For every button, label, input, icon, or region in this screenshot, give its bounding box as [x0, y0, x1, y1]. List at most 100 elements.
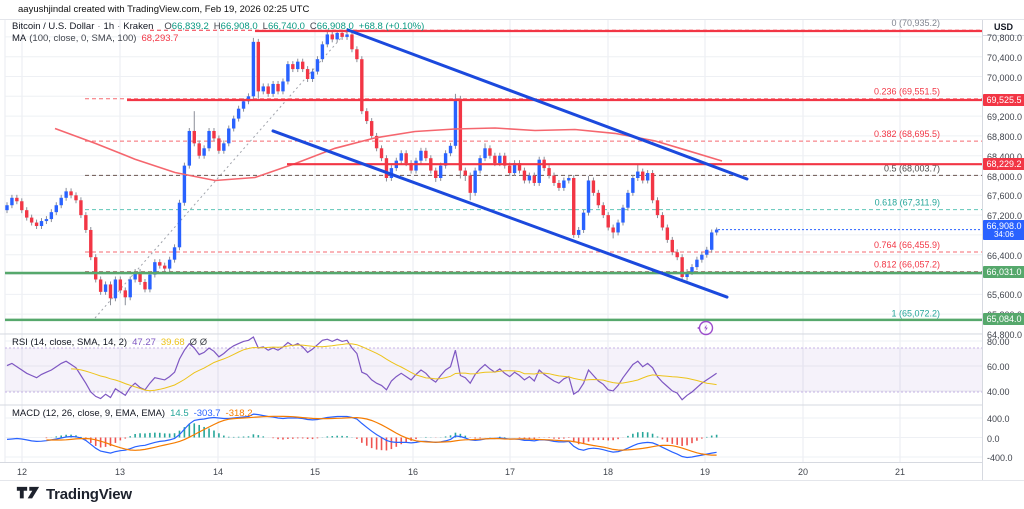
candle-body — [310, 71, 315, 79]
candle-body — [493, 155, 497, 164]
candle-body — [167, 259, 172, 269]
time-axis-label: 12 — [16, 467, 28, 477]
ma-indicator-row[interactable]: MA (100, close, 0, SMA, 100) 68,293.7 — [12, 33, 424, 45]
fib-level-label: 1 (65,072.2) — [891, 308, 940, 318]
candle-body — [148, 274, 152, 290]
candle-body — [611, 227, 615, 233]
candle-body — [369, 121, 374, 136]
candle-body — [197, 143, 201, 156]
time-axis[interactable]: 12 13 14 15 16 17 18 19 20 21 — [0, 462, 982, 481]
candle-body — [488, 148, 492, 156]
candle-body — [512, 163, 517, 174]
candle-body — [355, 49, 359, 60]
interval-label: 1h — [103, 21, 115, 32]
candle-body — [276, 83, 280, 92]
candle-body — [261, 86, 265, 92]
candle-body — [631, 177, 635, 193]
candle-body — [365, 111, 369, 122]
candle-body — [650, 173, 655, 201]
tradingview-logo-icon — [16, 483, 40, 506]
macd-legend[interactable]: MACD (12, 26, close, 9, EMA, EMA) 14.5 -30… — [12, 408, 252, 419]
candle-body — [128, 279, 132, 298]
candle-body — [527, 175, 532, 181]
symbol-row[interactable]: Bitcoin / U.S. Dollar · 1h · Kraken O66,839.2… — [12, 21, 424, 33]
rsi-line — [6, 336, 717, 401]
candle-body — [384, 158, 389, 178]
candle-body — [153, 262, 157, 275]
ma-value: 68,293.7 — [141, 33, 179, 44]
price-badge: 65,084.0 — [983, 313, 1024, 326]
candle-body — [483, 148, 487, 159]
candle-body — [345, 34, 349, 37]
candle-body — [581, 212, 586, 230]
separator-dot: · — [97, 21, 101, 32]
time-axis-label: 19 — [699, 467, 711, 477]
time-axis-label: 17 — [504, 467, 516, 477]
candle-body — [64, 191, 68, 198]
price-axis[interactable]: USD 70,800.0 70,400.0 70,000.0 69,200.0 68,8… — [982, 20, 1024, 480]
candle-body — [468, 175, 472, 193]
candle-body — [532, 175, 536, 183]
candle-body — [25, 210, 29, 218]
candle-body — [281, 81, 285, 92]
candle-body — [438, 165, 443, 178]
rsi-legend[interactable]: RSI (14, close, SMA, 14, 2) 47.27 39.68 Ø Ø — [12, 337, 208, 348]
candle-body — [108, 284, 113, 299]
candle-body — [645, 173, 650, 181]
price-axis-label: 68,800.0 — [987, 131, 1023, 142]
candle-body — [296, 61, 300, 70]
rising-trendline-dashed — [94, 29, 349, 319]
price-axis-label: 67,200.0 — [987, 211, 1023, 222]
ohlc-key: H — [213, 21, 221, 32]
candle-body — [231, 118, 236, 129]
candle-body — [537, 159, 541, 183]
candle-body — [591, 180, 596, 193]
candle-body — [89, 229, 93, 258]
candle-body — [256, 41, 261, 92]
time-axis-label: 14 — [212, 467, 224, 477]
ohlc-key: L — [262, 21, 268, 32]
candle-body — [300, 61, 305, 70]
macd-axis-label: 400.0 — [987, 414, 1010, 424]
candle-body — [118, 279, 123, 291]
candle-body — [212, 130, 216, 139]
footer-logo[interactable]: TradingView — [16, 483, 132, 505]
time-axis-label: 21 — [894, 467, 906, 477]
candle-body — [473, 170, 477, 193]
candle-body — [503, 155, 507, 166]
flash-marker-icon[interactable] — [696, 319, 714, 337]
candle-body — [498, 155, 502, 164]
candle-body — [39, 221, 44, 227]
candle-body — [557, 182, 561, 188]
candle-body — [714, 229, 719, 233]
candle-body — [463, 170, 468, 176]
macd-line — [6, 413, 717, 459]
fib-level-label: 0.618 (67,311.9) — [875, 198, 940, 208]
ohlc-values: O66,839.2 H66,908.0 L66,740.0 C66,908.0 — [159, 21, 353, 32]
candle-body — [404, 153, 408, 164]
candle-body — [202, 148, 206, 156]
candle-body — [665, 227, 670, 240]
change-value: +68.8 (+0.10%) — [358, 21, 425, 32]
candle-body — [690, 267, 694, 273]
price-badge: 68,229.2 — [983, 157, 1024, 170]
candle-body — [10, 197, 14, 206]
candle-body — [572, 177, 576, 235]
candle-body — [182, 165, 187, 203]
candle-body — [222, 143, 226, 151]
time-axis-label: 18 — [602, 467, 614, 477]
candle-body — [586, 180, 591, 213]
price-badge: 66,908.0 34:06 — [983, 219, 1024, 240]
candle-body — [187, 130, 192, 166]
price-axis-label: 68,000.0 — [987, 171, 1023, 182]
candle-body — [350, 34, 354, 50]
candle-body — [74, 195, 78, 201]
time-axis-label: 13 — [114, 467, 126, 477]
candle-body — [680, 257, 684, 278]
candle-body — [246, 96, 251, 102]
candle-body — [670, 239, 674, 253]
candle-body — [685, 272, 689, 278]
macd-axis-label: -400.0 — [987, 453, 1013, 463]
fib-level-label: 0.236 (69,551.5) — [874, 87, 940, 97]
